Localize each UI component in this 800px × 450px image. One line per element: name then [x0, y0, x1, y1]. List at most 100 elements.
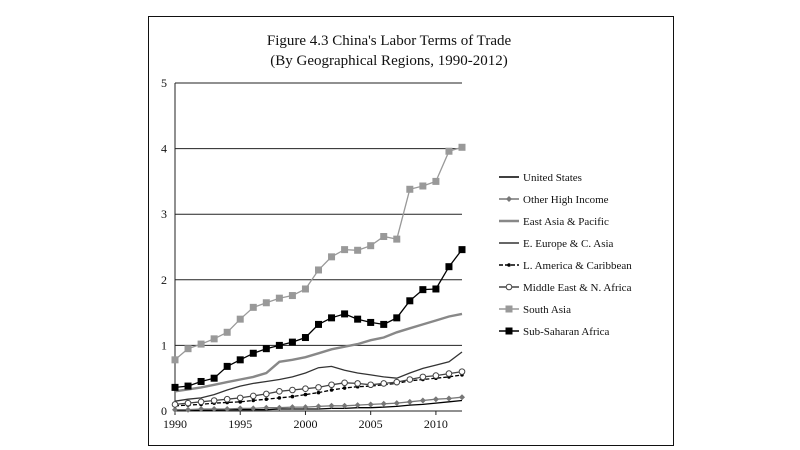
y-tick-label-3: 3 [161, 207, 167, 221]
point-5-8 [276, 388, 283, 395]
series-2 [174, 312, 463, 393]
point-7-0 [171, 383, 179, 391]
point-6-18 [406, 185, 414, 193]
point-1-16 [380, 400, 387, 407]
point-7-16 [380, 320, 388, 328]
point-5-1 [184, 399, 192, 407]
series-line-2 [174, 312, 463, 393]
y-tick-label-5: 5 [161, 76, 167, 90]
point-7-22 [458, 246, 466, 254]
point-7-8 [275, 341, 283, 349]
point-7-3 [210, 374, 218, 382]
point-1-15 [367, 401, 374, 408]
point-5-22 [458, 368, 466, 375]
point-1-14 [354, 402, 361, 409]
point-7-18 [406, 297, 414, 305]
point-7-5 [236, 356, 244, 364]
legend: United States Other High Income East Asia … [499, 172, 632, 338]
point-6-0 [171, 356, 179, 364]
legend-label-3: E. Europe & C. Asia [523, 238, 614, 250]
point-1-17 [393, 400, 400, 407]
legend-item-5: Middle East & N. Africa [499, 282, 632, 294]
point-4-13 [342, 386, 347, 390]
point-4-6 [251, 398, 256, 403]
legend-item-1: Other High Income [499, 194, 609, 206]
point-7-4 [223, 362, 231, 370]
point-4-8 [277, 396, 282, 400]
point-5-15 [367, 381, 374, 389]
point-1-8 [276, 404, 283, 411]
point-6-15 [367, 242, 375, 250]
point-4-11 [316, 390, 321, 395]
x-tick-label-1: 1995 [228, 417, 252, 431]
point-7-1 [184, 382, 192, 390]
point-6-12 [328, 253, 336, 261]
point-7-21 [445, 263, 453, 271]
series-line-3 [174, 351, 463, 402]
legend-item-7: Sub-Saharan Africa [499, 326, 610, 338]
point-1-12 [328, 402, 335, 409]
y-tick-label-4: 4 [161, 142, 167, 156]
point-1-3 [211, 406, 218, 413]
point-5-16 [380, 380, 388, 387]
point-6-5 [236, 315, 244, 323]
point-1-11 [315, 403, 322, 410]
point-5-9 [289, 386, 296, 394]
x-tick-label-2: 2000 [293, 417, 317, 431]
series-3 [174, 351, 463, 402]
series-line-6 [174, 146, 463, 361]
point-5-18 [406, 376, 414, 383]
point-1-1 [185, 406, 192, 413]
point-4-9 [290, 394, 295, 399]
point-5-21 [445, 370, 453, 377]
point-7-17 [393, 314, 401, 322]
point-5-5 [236, 394, 244, 402]
point-5-19 [419, 373, 427, 381]
legend-label-7: Sub-Saharan Africa [523, 326, 610, 338]
point-6-19 [419, 182, 427, 190]
point-7-15 [367, 318, 375, 326]
point-7-2 [197, 377, 205, 385]
point-1-7 [263, 404, 270, 411]
point-6-9 [288, 292, 296, 300]
point-6-17 [393, 235, 401, 243]
legend-marker-4 [507, 263, 511, 267]
point-6-16 [380, 233, 388, 241]
legend-item-2: East Asia & Pacific [499, 216, 609, 228]
point-4-12 [329, 388, 334, 392]
point-5-11 [315, 384, 322, 391]
point-1-20 [432, 396, 439, 403]
point-5-12 [328, 381, 335, 389]
point-5-0 [171, 401, 179, 408]
series-1 [172, 394, 465, 413]
series-7 [171, 246, 466, 391]
line-chart: Figure 4.3 China's Labor Terms of Trade … [161, 33, 632, 431]
legend-marker-7 [505, 327, 513, 335]
point-5-17 [393, 378, 401, 386]
point-5-6 [249, 392, 257, 400]
point-1-10 [302, 404, 309, 411]
point-1-9 [289, 404, 296, 411]
point-6-8 [275, 294, 283, 302]
point-1-19 [419, 397, 426, 404]
legend-label-0: United States [523, 172, 582, 184]
point-6-4 [223, 328, 231, 336]
point-6-6 [249, 303, 257, 311]
point-7-10 [301, 334, 309, 342]
legend-item-6: South Asia [499, 304, 571, 316]
point-6-7 [262, 299, 270, 307]
point-5-4 [223, 395, 231, 403]
point-6-20 [432, 177, 440, 185]
point-6-1 [184, 345, 192, 353]
x-tick-label-3: 2005 [359, 417, 383, 431]
y-axis-ticks: 0 1 2 3 4 5 [161, 76, 167, 418]
legend-label-6: South Asia [523, 304, 571, 316]
legend-label-1: Other High Income [523, 194, 609, 206]
point-1-0 [172, 406, 178, 413]
x-tick-label-0: 1990 [163, 417, 187, 431]
point-1-4 [224, 406, 231, 413]
point-5-14 [354, 380, 361, 387]
point-6-13 [341, 246, 349, 254]
point-7-7 [262, 345, 270, 353]
chart-subtitle: (By Geographical Regions, 1990-2012) [270, 53, 507, 69]
